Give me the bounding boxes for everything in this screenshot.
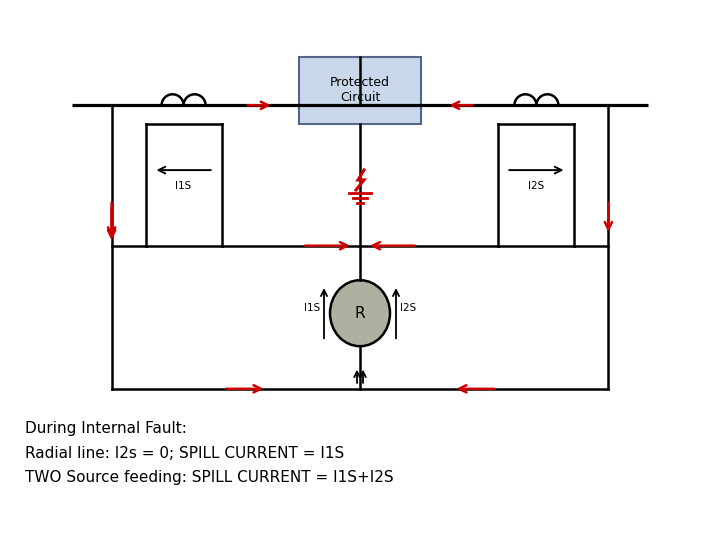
Text: TWO Source feeding: SPILL CURRENT = I1S+I2S: TWO Source feeding: SPILL CURRENT = I1S+… [25, 470, 394, 485]
Ellipse shape [330, 280, 390, 346]
Text: Radial line: I2s = 0; SPILL CURRENT = I1S: Radial line: I2s = 0; SPILL CURRENT = I1… [25, 446, 344, 461]
Text: Protected
Circuit: Protected Circuit [330, 77, 390, 104]
Text: I2S: I2S [400, 303, 416, 313]
Text: I2S: I2S [528, 181, 544, 191]
Text: I1S: I1S [176, 181, 192, 191]
Text: During Internal Fault:: During Internal Fault: [25, 421, 187, 436]
FancyBboxPatch shape [299, 57, 421, 124]
Text: I1S: I1S [304, 303, 320, 313]
Text: R: R [355, 306, 365, 321]
